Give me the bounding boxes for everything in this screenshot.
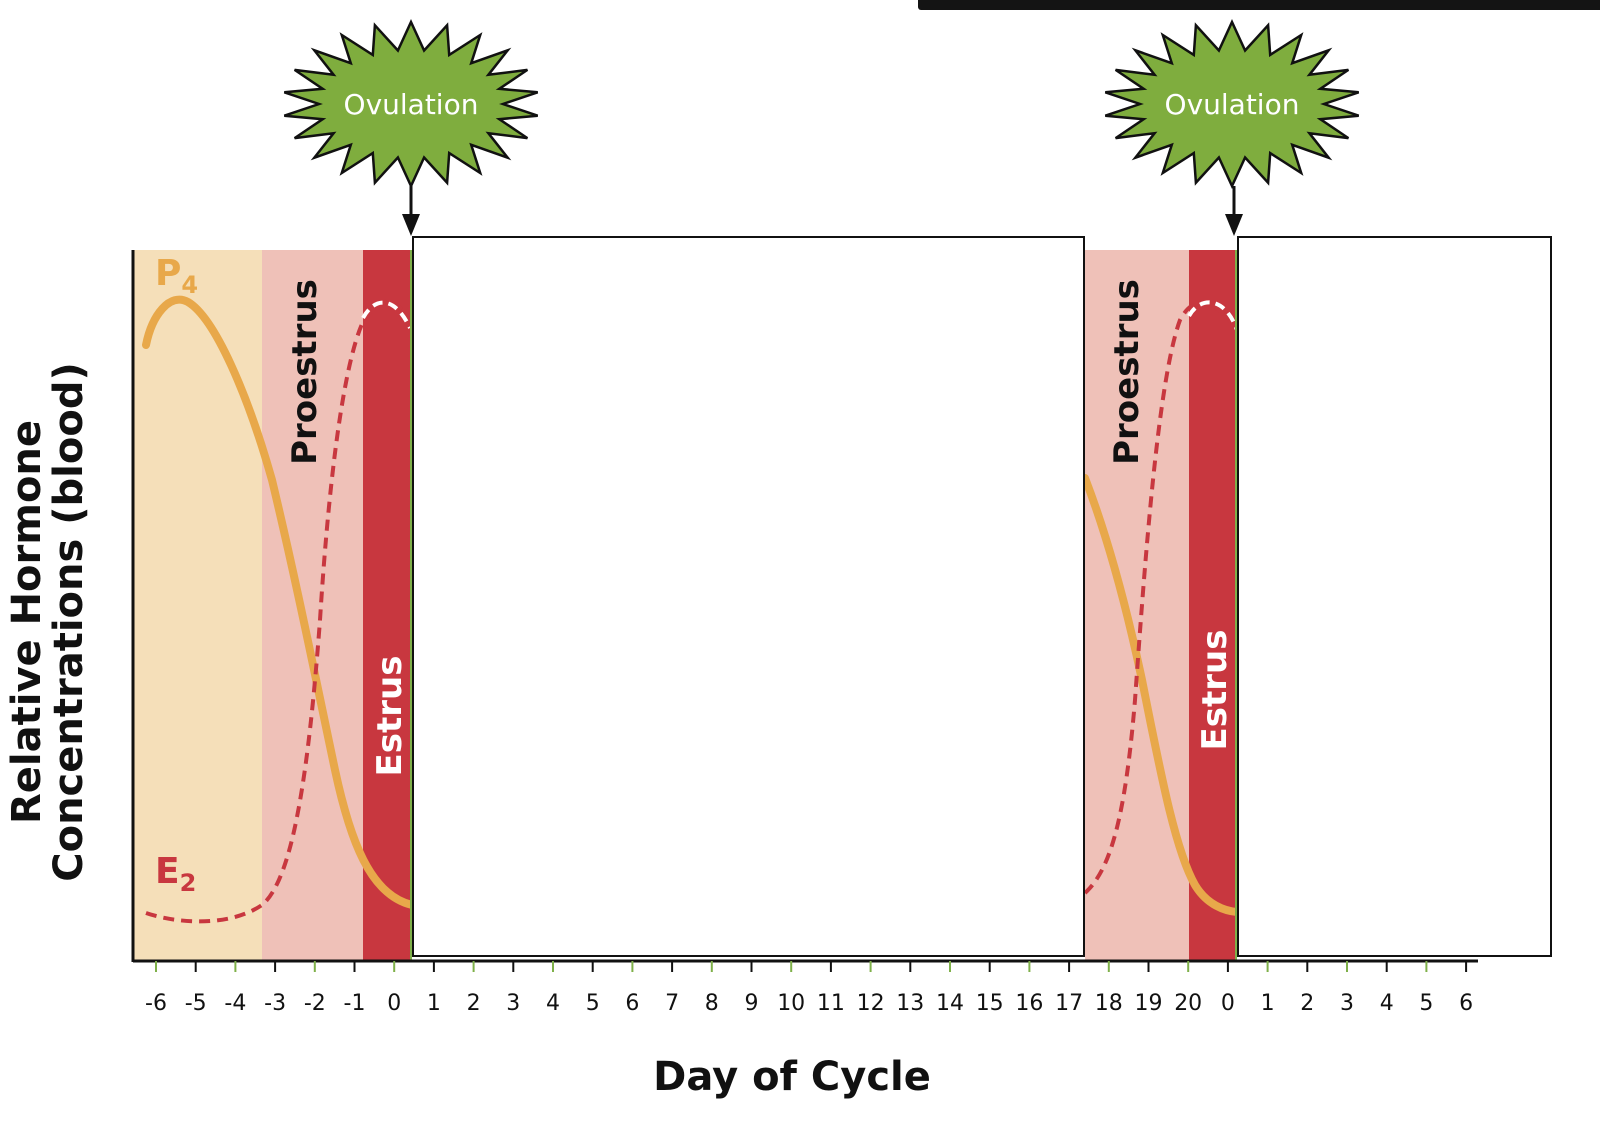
x-tick-label: 9	[745, 991, 759, 1016]
x-tick-label: 16	[1015, 991, 1043, 1016]
x-tick-label: -3	[264, 991, 286, 1016]
x-tick-label: 12	[857, 991, 885, 1016]
x-tick-label: -1	[344, 991, 366, 1016]
estrus-label-1: Estrus	[370, 656, 410, 777]
top-edge-bar	[918, 0, 1600, 10]
y-axis-title-line1: Relative Hormone	[4, 420, 50, 824]
estrus-band-2	[1189, 250, 1235, 962]
x-tick-label: 15	[976, 991, 1004, 1016]
p4-curve-1	[142, 295, 416, 909]
x-tick-label: 0	[387, 991, 401, 1016]
blank-answer-box-2	[1237, 236, 1552, 957]
x-tick-label: -2	[304, 991, 326, 1016]
ovulation-label-2: Ovulation	[1165, 88, 1300, 121]
x-tick-label: 1	[427, 991, 441, 1016]
p4-label: P4	[155, 253, 198, 299]
proestrus-band-2	[1085, 250, 1189, 962]
blank-answer-box-1	[412, 236, 1085, 957]
x-tick-label: -6	[145, 991, 167, 1016]
p4-curve-2	[1081, 474, 1241, 916]
x-tick-label: 19	[1135, 991, 1163, 1016]
e2-label: E2	[155, 851, 196, 897]
e2-curve-2	[1083, 300, 1239, 895]
x-tick-label: 6	[625, 991, 639, 1016]
x-axis-ticks	[155, 961, 1468, 972]
x-tick-label: 3	[1340, 991, 1354, 1016]
x-tick-label: 1	[1261, 991, 1275, 1016]
estrus-band-1	[363, 250, 412, 962]
x-tick-label: 4	[1380, 991, 1394, 1016]
x-tick-label: 2	[467, 991, 481, 1016]
x-tick-label: 11	[817, 991, 845, 1016]
ovulation-burst-1: Ovulation	[283, 19, 539, 189]
ovulation-burst-2: Ovulation	[1104, 19, 1360, 189]
x-tick-label: 0	[1221, 991, 1235, 1016]
x-tick-label: 17	[1055, 991, 1083, 1016]
e2-curve-1	[145, 299, 414, 924]
estrus-label-2: Estrus	[1195, 630, 1235, 751]
x-tick-label: 13	[896, 991, 924, 1016]
ovulation-arrow-2	[1225, 186, 1243, 236]
x-tick-label: 6	[1459, 991, 1473, 1016]
x-tick-label: 3	[506, 991, 520, 1016]
x-tick-label: 2	[1300, 991, 1314, 1016]
x-tick-label: -4	[224, 991, 246, 1016]
y-axis-title-line2: Concentrations (blood)	[46, 362, 92, 882]
x-tick-label: 7	[665, 991, 679, 1016]
x-tick-label: 18	[1095, 991, 1123, 1016]
e2-peak-segment-1	[361, 300, 412, 329]
x-axis-title: Day of Cycle	[653, 1054, 931, 1100]
e2-peak-segment-2	[1187, 300, 1239, 331]
diestrus-band	[134, 250, 262, 962]
x-tick-label: -5	[185, 991, 207, 1016]
x-tick-label: 5	[586, 991, 600, 1016]
x-tick-label: 5	[1419, 991, 1433, 1016]
x-tick-label: 4	[546, 991, 560, 1016]
proestrus-label-2: Proestrus	[1107, 279, 1147, 465]
ovulation-arrow-1	[402, 186, 420, 236]
proestrus-band-1	[262, 250, 363, 962]
x-tick-label: 10	[777, 991, 805, 1016]
x-axis-tick-labels: -6 -5 -4 -3 -2 -1 0 1 2 3 4 5 6 7 8 9 10 11 12 13 14 15 16 17 18…	[145, 991, 1473, 1016]
x-tick-label: 8	[705, 991, 719, 1016]
proestrus-label-1: Proestrus	[285, 279, 325, 465]
x-tick-label: 20	[1174, 991, 1202, 1016]
x-tick-label: 14	[936, 991, 964, 1016]
ovulation-label-1: Ovulation	[344, 88, 479, 121]
